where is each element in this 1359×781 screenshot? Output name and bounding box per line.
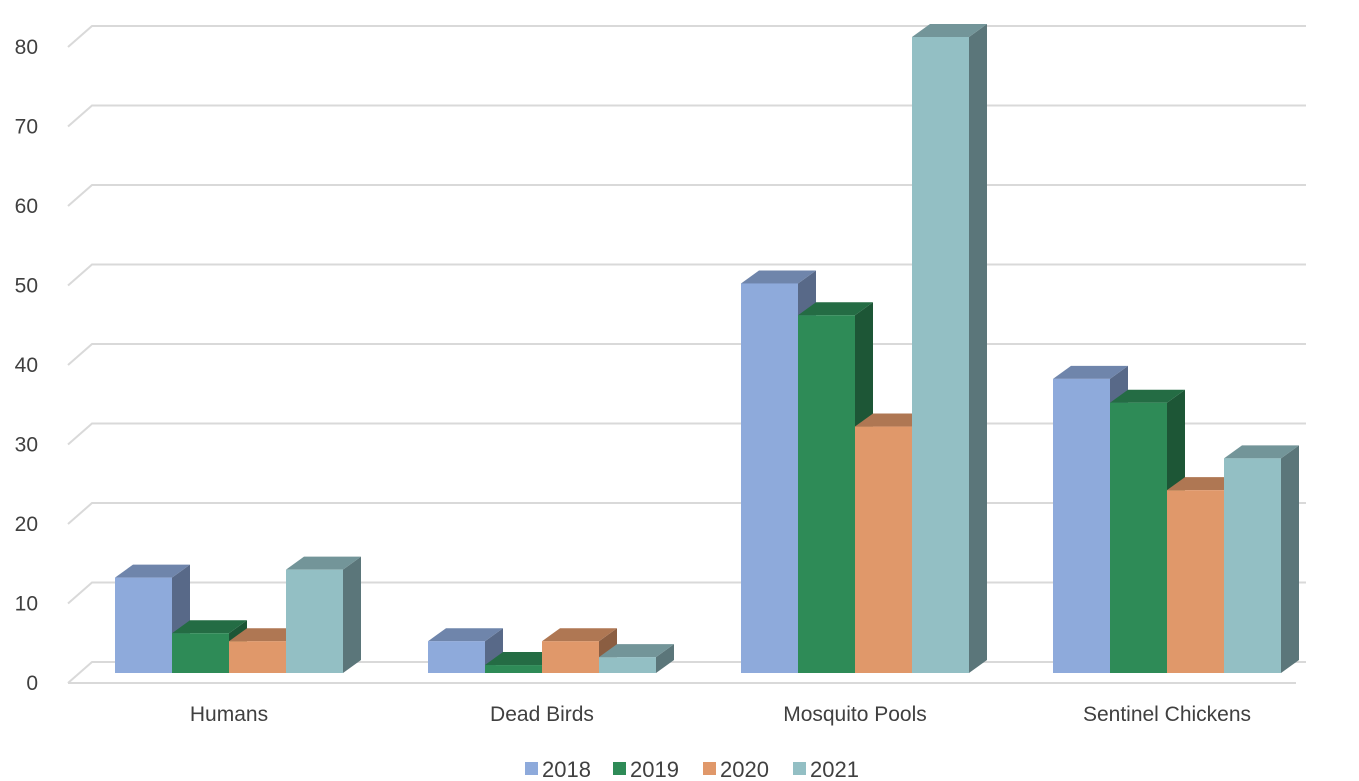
gridlines: [67, 25, 1306, 684]
bar-front: [115, 577, 172, 673]
bar-top: [1110, 389, 1185, 403]
y-axis-ticks: 0 10 20 30 40 50 60 70 80: [15, 36, 38, 695]
bars: [115, 24, 1299, 673]
bar-top: [542, 628, 617, 642]
legend-item-2020: 2020: [703, 757, 769, 781]
bar-front: [741, 283, 798, 673]
bar-dead-birds-2021: [599, 644, 674, 673]
bar-top: [1224, 445, 1299, 459]
gridline: [67, 184, 1306, 207]
bar-front: [1110, 402, 1167, 673]
bar-side: [343, 556, 361, 673]
legend-swatch: [793, 762, 806, 775]
legend-label: 2018: [542, 757, 591, 781]
bar-top: [229, 628, 304, 642]
bar-top: [172, 620, 247, 634]
bar-front: [428, 641, 485, 673]
bar-top: [286, 556, 361, 570]
bar-front: [286, 569, 343, 673]
bar-side: [1281, 445, 1299, 673]
legend-swatch: [613, 762, 626, 775]
legend-swatch: [525, 762, 538, 775]
bar-side: [656, 644, 674, 673]
bar-top: [1053, 365, 1128, 379]
y-tick-label: 0: [26, 672, 38, 695]
bar-front: [1224, 458, 1281, 673]
y-tick-label: 60: [15, 195, 38, 218]
bar-top: [485, 652, 560, 666]
bar-front: [229, 641, 286, 673]
y-tick-label: 40: [15, 354, 38, 377]
legend-swatch: [703, 762, 716, 775]
y-tick-label: 10: [15, 593, 38, 616]
bar-top: [115, 564, 190, 578]
y-tick-label: 30: [15, 434, 38, 457]
legend-label: 2020: [720, 757, 769, 781]
gridline: [67, 25, 1306, 48]
bar-front: [172, 633, 229, 673]
legend-label: 2021: [810, 757, 859, 781]
bar-front: [542, 641, 599, 673]
legend: 2018 2019 2020 2021: [525, 757, 859, 781]
legend-item-2018: 2018: [525, 757, 591, 781]
bar-front: [912, 37, 969, 673]
bar-front: [485, 665, 542, 673]
bar-top: [1167, 477, 1242, 491]
x-category-label: Sentinel Chickens: [1083, 703, 1251, 726]
bar-top: [798, 302, 873, 316]
bar-top: [599, 644, 674, 658]
bar-side: [969, 24, 987, 673]
legend-label: 2019: [630, 757, 679, 781]
bar-top: [428, 628, 503, 642]
y-tick-label: 80: [15, 36, 38, 59]
x-axis-labels: Humans Dead Birds Mosquito Pools Sentinel C…: [190, 703, 1251, 726]
legend-item-2019: 2019: [613, 757, 679, 781]
y-tick-label: 50: [15, 275, 38, 298]
y-tick-label: 70: [15, 116, 38, 139]
bar-front: [855, 426, 912, 673]
bar-front: [1167, 490, 1224, 673]
y-tick-label: 20: [15, 513, 38, 536]
legend-item-2021: 2021: [793, 757, 859, 781]
gridline: [67, 343, 1306, 366]
bar-top: [912, 24, 987, 37]
bar-top: [741, 270, 816, 284]
bar-humans-2021: [286, 556, 361, 673]
x-category-label: Dead Birds: [490, 703, 594, 726]
bar-front: [1053, 378, 1110, 673]
x-category-label: Mosquito Pools: [783, 703, 927, 726]
bar-sentinel-chickens-2021: [1224, 445, 1299, 673]
bar-mosquito-pools-2021: [912, 24, 987, 673]
gridline: [67, 263, 1306, 287]
bar-front: [599, 657, 656, 673]
x-category-label: Humans: [190, 703, 268, 726]
bar-top: [855, 413, 930, 427]
gridline: [67, 104, 1306, 128]
bar-front: [798, 315, 855, 673]
